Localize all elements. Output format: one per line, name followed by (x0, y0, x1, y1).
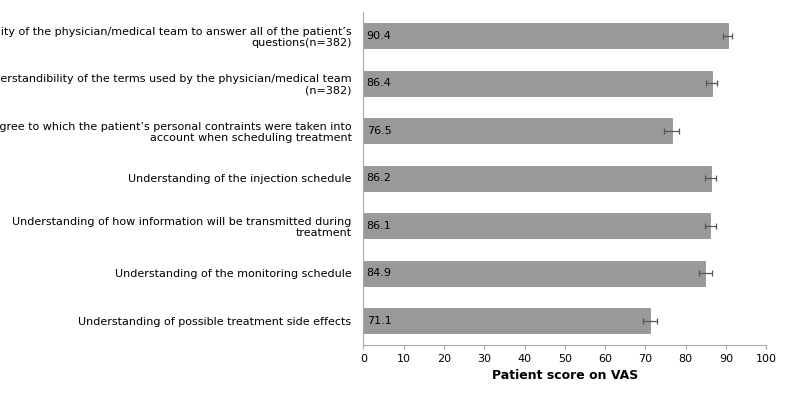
Bar (363, 213, 710, 238)
Bar (363, 166, 711, 190)
Text: 71.1: 71.1 (367, 316, 391, 326)
Text: 86.4: 86.4 (367, 78, 392, 88)
Bar (363, 118, 672, 143)
Text: 76.5: 76.5 (367, 126, 391, 136)
Bar (363, 71, 712, 95)
X-axis label: Patient score on VAS: Patient score on VAS (491, 369, 638, 382)
Text: 90.4: 90.4 (367, 30, 392, 41)
Text: 84.9: 84.9 (367, 268, 392, 278)
Bar (363, 308, 650, 333)
Text: 86.1: 86.1 (367, 221, 391, 231)
Bar (363, 23, 728, 48)
Text: 86.2: 86.2 (367, 173, 392, 183)
Bar (363, 261, 705, 286)
